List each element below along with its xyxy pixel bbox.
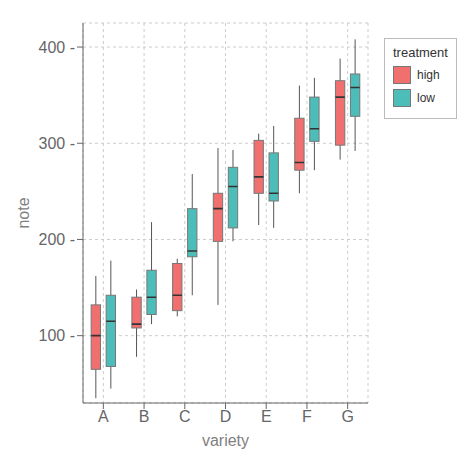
svg-text:300 -: 300 - xyxy=(39,135,75,152)
svg-text:G: G xyxy=(341,408,353,425)
svg-text:200 -: 200 - xyxy=(39,231,75,248)
svg-text:E: E xyxy=(261,408,272,425)
html-text:treatment: treatment xyxy=(393,45,448,60)
svg-text:variety: variety xyxy=(202,432,249,449)
svg-text:F: F xyxy=(302,408,312,425)
svg-text:D: D xyxy=(220,408,232,425)
svg-text:C: C xyxy=(179,408,191,425)
svg-text:400 -: 400 - xyxy=(39,39,75,56)
svg-text:100 -: 100 - xyxy=(39,327,75,344)
svg-text:B: B xyxy=(139,408,150,425)
html-text:high: high xyxy=(417,68,440,82)
html-text:low: low xyxy=(417,91,435,105)
svg-text:note: note xyxy=(15,197,32,228)
svg-text:A: A xyxy=(98,408,109,425)
